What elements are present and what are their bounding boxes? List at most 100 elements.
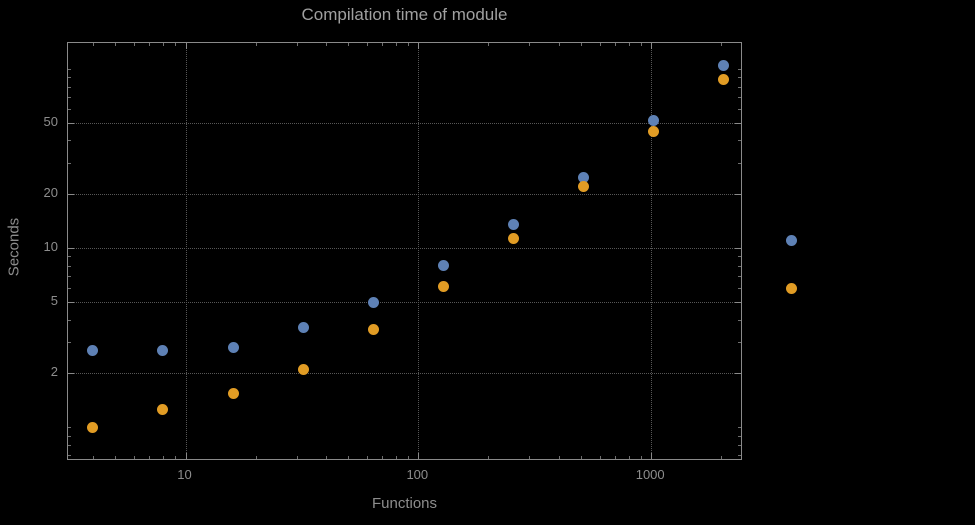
data-point-blue: [718, 59, 730, 71]
tick-mark: [738, 96, 741, 98]
data-point-blue: [157, 344, 169, 356]
tick-mark: [738, 455, 741, 456]
tick-mark: [529, 43, 531, 46]
tick-mark: [738, 435, 741, 437]
tick-mark: [68, 435, 71, 437]
grid-line-vertical: [185, 43, 187, 459]
grid-line-horizontal: [68, 123, 741, 125]
tick-mark: [738, 77, 741, 79]
data-point-blue: [227, 341, 239, 353]
tick-mark: [296, 43, 298, 46]
tick-mark: [738, 108, 741, 110]
data-point-blue: [87, 344, 99, 356]
data-point-orange: [718, 73, 730, 85]
x-axis-label: Functions: [371, 495, 438, 512]
tick-mark: [735, 123, 741, 125]
tick-mark: [738, 162, 741, 164]
tick-mark: [738, 341, 741, 343]
tick-mark: [68, 287, 71, 289]
tick-mark: [529, 456, 531, 459]
tick-mark: [735, 194, 741, 196]
tick-mark: [68, 302, 74, 304]
data-point-orange: [648, 125, 660, 137]
data-point-blue: [648, 114, 660, 126]
tick-mark: [115, 456, 117, 459]
tick-mark: [738, 265, 741, 267]
chart-title: Compilation time of module: [301, 5, 508, 24]
data-point-orange: [507, 232, 519, 244]
tick-mark: [615, 456, 617, 459]
tick-mark: [149, 43, 151, 46]
data-point-orange: [578, 181, 589, 193]
tick-mark: [382, 456, 384, 459]
tick-mark: [407, 456, 409, 459]
tick-mark: [738, 319, 741, 321]
plot-area: [67, 42, 742, 460]
tick-mark: [68, 341, 71, 343]
tick-mark: [68, 248, 74, 250]
tick-mark: [418, 453, 420, 459]
tick-mark: [68, 265, 71, 267]
tick-mark: [738, 427, 741, 429]
data-point-blue: [507, 219, 519, 231]
tick-mark: [738, 276, 741, 277]
data-point-blue: [437, 260, 449, 272]
tick-mark: [418, 43, 420, 49]
tick-mark: [68, 162, 71, 164]
tick-mark: [149, 456, 151, 459]
tick-mark: [68, 427, 71, 429]
tick-mark: [721, 456, 723, 459]
tick-mark: [366, 43, 368, 46]
tick-mark: [133, 456, 135, 459]
tick-mark: [738, 86, 741, 88]
tick-mark: [68, 108, 71, 110]
data-point-orange: [87, 421, 99, 433]
tick-mark: [174, 43, 176, 46]
tick-mark: [68, 373, 74, 375]
tick-mark: [581, 456, 583, 459]
tick-mark: [738, 69, 741, 71]
legend-marker-orange: [786, 283, 797, 294]
tick-mark: [738, 444, 741, 446]
tick-mark: [382, 43, 384, 46]
tick-mark: [174, 456, 176, 459]
tick-mark: [651, 43, 653, 49]
tick-mark: [651, 453, 653, 459]
tick-mark: [488, 456, 490, 459]
tick-mark: [407, 43, 409, 46]
tick-mark: [162, 456, 164, 459]
data-point-orange: [227, 387, 239, 399]
tick-mark: [296, 456, 298, 459]
x-tick-label: 100: [406, 467, 429, 482]
tick-mark: [325, 456, 327, 459]
data-point-orange: [437, 281, 449, 293]
tick-mark: [68, 69, 71, 71]
tick-mark: [348, 456, 350, 459]
grid-line-vertical: [418, 43, 420, 459]
tick-mark: [68, 77, 71, 79]
tick-mark: [599, 43, 601, 46]
tick-mark: [162, 43, 164, 46]
tick-mark: [325, 43, 327, 46]
data-point-orange: [157, 404, 169, 416]
y-tick-label: 50: [43, 114, 58, 130]
data-point-orange: [367, 324, 379, 336]
tick-mark: [68, 96, 71, 98]
tick-mark: [721, 43, 723, 46]
tick-mark: [92, 456, 94, 459]
grid-line-horizontal: [68, 302, 741, 304]
y-tick-label: 5: [50, 293, 58, 309]
tick-mark: [738, 140, 741, 142]
tick-mark: [395, 456, 397, 459]
tick-mark: [92, 43, 94, 46]
tick-mark: [735, 248, 741, 250]
tick-mark: [640, 456, 642, 459]
data-point-blue: [297, 322, 309, 334]
x-tick-label: 1000: [635, 467, 665, 482]
tick-mark: [615, 43, 617, 46]
tick-mark: [488, 43, 490, 46]
tick-mark: [68, 194, 74, 196]
data-point-orange: [297, 364, 309, 376]
tick-mark: [558, 43, 560, 46]
